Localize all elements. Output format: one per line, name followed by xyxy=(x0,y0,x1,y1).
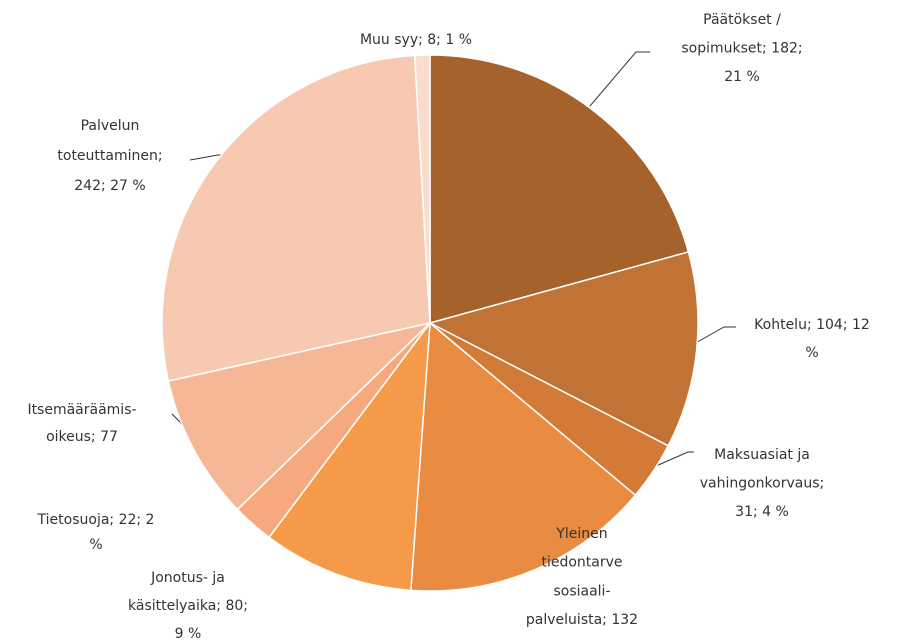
leader-line xyxy=(655,451,694,467)
slice-label: Muu syy; 8; 1 % xyxy=(360,32,472,48)
slice-label: 21 % xyxy=(724,69,760,85)
slice-label: Maksuasiat ja xyxy=(714,447,810,463)
slice-label: vahingonkorvaus; xyxy=(700,476,825,492)
pie-slice xyxy=(161,54,431,382)
slice-label: sosiaali- xyxy=(553,583,610,599)
slice-label: Itsemääräämis- xyxy=(27,402,136,418)
slice-label: % xyxy=(805,345,818,361)
leader-line xyxy=(589,51,650,107)
pie-slice xyxy=(167,321,433,511)
slice-label: Kohtelu; 104; 12 xyxy=(754,317,870,333)
slice-label: sopimukset; 182; xyxy=(681,41,802,57)
slice-label: 9 % xyxy=(175,626,202,642)
pie-slice xyxy=(427,251,699,447)
pie-slice xyxy=(410,321,637,592)
slice-label: käsittelyaika; 80; xyxy=(128,598,248,614)
slice-label: toteuttaminen; xyxy=(57,148,162,164)
slice-label: % xyxy=(89,537,102,553)
slice-label: tiedontarve xyxy=(541,555,622,571)
slice-label: oikeus; 77 xyxy=(46,429,118,445)
slice-label: 242; 27 % xyxy=(74,178,145,194)
slice-label: palveluista; 132 xyxy=(526,612,638,628)
slice-label: Tietosuoja; 22; 2 xyxy=(37,512,155,528)
pie-slice xyxy=(429,54,690,324)
slice-label: Palvelun xyxy=(81,118,140,134)
slice-label: Yleinen xyxy=(555,526,607,542)
pie-slice xyxy=(413,54,431,324)
slice-label: 31; 4 % xyxy=(735,504,789,520)
slice-label: Jonotus- ja xyxy=(150,570,225,586)
pie-slice xyxy=(268,320,431,592)
slice-label: Päätökset / xyxy=(703,12,781,28)
leader-line xyxy=(691,326,736,346)
